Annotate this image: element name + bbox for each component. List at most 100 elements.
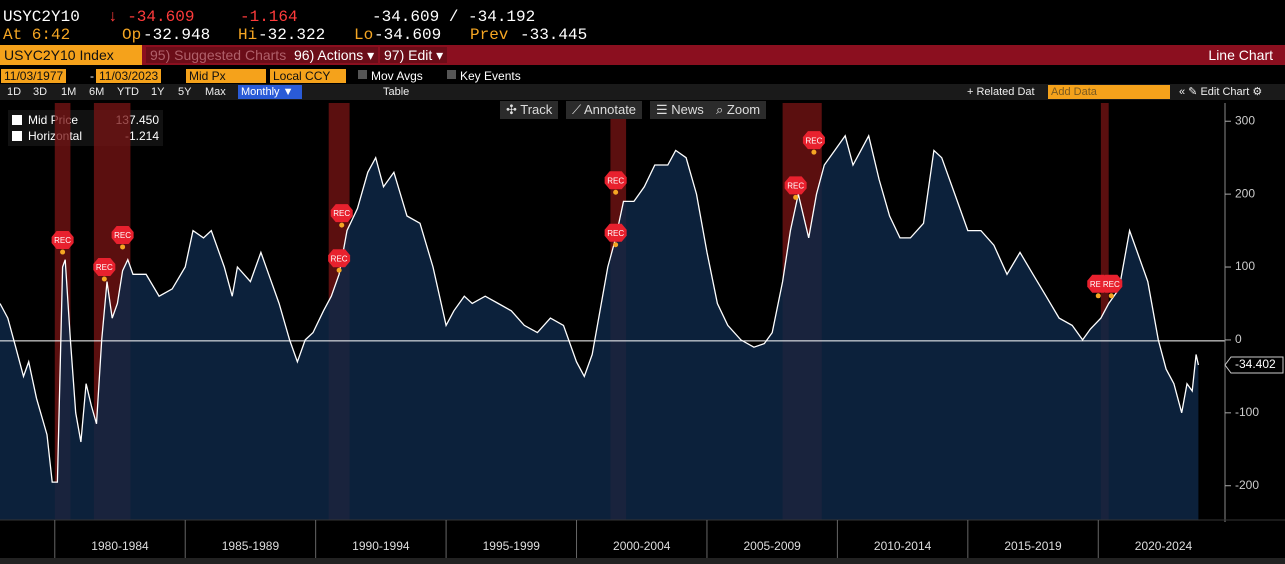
checkbox[interactable] <box>358 70 367 79</box>
event-marker <box>111 225 134 244</box>
event-label: REC <box>607 229 624 238</box>
event-label: REC <box>607 176 624 185</box>
checkbox[interactable] <box>447 70 456 79</box>
prev-value: -33.445 <box>520 26 588 44</box>
event-point <box>613 189 619 195</box>
range-button[interactable]: YTD <box>117 86 139 98</box>
event-point <box>613 242 619 248</box>
period-bar: 1D 3D 1M 6M YTD 1Y 5Y Max Monthly ▼ Table + Relate… <box>0 84 1285 100</box>
event-label: REC <box>805 136 822 145</box>
ticker: USYC2Y10 <box>3 8 80 26</box>
mov-avgs[interactable]: Mov Avgs <box>371 69 423 83</box>
event-marker <box>93 258 116 277</box>
event-point <box>60 249 66 255</box>
frequency-select[interactable]: Monthly ▼ <box>238 85 302 99</box>
range-button[interactable]: 6M <box>89 86 105 98</box>
y-tick-label: 0 <box>1235 332 1242 346</box>
x-period-label: 2005-2009 <box>743 539 801 553</box>
y-tick-label: -200 <box>1235 478 1259 492</box>
start-date[interactable]: 11/03/1977 <box>1 69 67 83</box>
suggested-charts[interactable]: 95) Suggested Charts <box>146 47 291 63</box>
range-button[interactable]: Max <box>205 86 226 98</box>
event-label: REC <box>1103 280 1120 289</box>
open-value: -32.948 <box>143 26 211 44</box>
end-date[interactable]: 11/03/2023 <box>96 69 162 83</box>
event-marker <box>328 249 351 268</box>
event-marker <box>1100 274 1123 293</box>
low-label: Lo <box>354 26 374 44</box>
bottom-strip <box>0 558 1285 564</box>
event-label: REC <box>114 231 131 240</box>
date-dash: - <box>90 69 94 83</box>
edit-menu[interactable]: 97) Edit ▾ <box>380 47 448 63</box>
net-change: -1.164 <box>240 8 298 26</box>
x-period-label: 2010-2014 <box>874 539 932 553</box>
bid-ask: -34.609 / -34.192 <box>372 8 536 26</box>
chart: RECRECRECRECRECRECRECRECRECRECREC3002001… <box>0 103 1285 564</box>
range-button[interactable]: 1D <box>7 86 22 98</box>
event-point <box>101 276 107 282</box>
event-label: REC <box>787 181 804 190</box>
high-value: -32.322 <box>258 26 326 44</box>
y-tick-label: -100 <box>1235 405 1259 419</box>
event-point <box>811 149 817 155</box>
line <box>0 133 1200 483</box>
chart-tool[interactable]: ✣ Track <box>500 101 559 119</box>
event-marker <box>604 171 627 190</box>
add-data[interactable]: Add Data <box>1048 85 1170 99</box>
area <box>0 135 1199 521</box>
event-marker <box>604 223 627 242</box>
open-label: Op <box>122 26 142 44</box>
low-value: -34.609 <box>374 26 442 44</box>
y-tick-label: 300 <box>1235 113 1255 127</box>
x-period-label: 1995-1999 <box>483 539 541 553</box>
event-label: REC <box>1090 280 1107 289</box>
y-tick-label: 200 <box>1235 186 1255 200</box>
event-point <box>793 194 799 200</box>
legend-value: -1.214 <box>124 129 159 143</box>
currency-select[interactable]: Local CCY <box>270 69 346 83</box>
event-point <box>1108 293 1114 299</box>
actions-menu[interactable]: 96) Actions ▾ <box>290 47 379 63</box>
table-button[interactable]: Table <box>383 86 410 98</box>
security-field[interactable]: USYC2Y10 Index <box>0 45 142 65</box>
chart-tool[interactable]: ⌕ Zoom <box>710 101 767 119</box>
high-label: Hi <box>238 26 258 44</box>
event-label: REC <box>54 236 71 245</box>
event-marker <box>330 204 353 223</box>
range-button[interactable]: 5Y <box>178 86 192 98</box>
menu-bar: USYC2Y10 Index 95) Suggested Charts 96) … <box>0 45 1285 65</box>
field-select[interactable]: Mid Px <box>186 69 266 83</box>
event-label: REC <box>331 254 348 263</box>
x-period-label: 1985-1989 <box>222 539 280 553</box>
chart-tool[interactable]: ⟋ Annotate <box>566 101 643 119</box>
x-period-label: 1990-1994 <box>352 539 410 553</box>
x-period-label: 2015-2019 <box>1004 539 1062 553</box>
chart-type: Line Chart <box>1208 47 1273 63</box>
event-label: REC <box>96 263 113 272</box>
y-tick-label: 100 <box>1235 259 1255 273</box>
edit-chart[interactable]: « ✎ Edit Chart ⚙ <box>1179 86 1263 98</box>
event-marker <box>51 231 74 250</box>
event-marker <box>784 176 807 195</box>
event-point <box>339 222 345 228</box>
key-events[interactable]: Key Events <box>460 69 521 83</box>
range-button[interactable]: 1M <box>61 86 77 98</box>
time: At 6:42 <box>3 26 71 44</box>
x-period-label: 2020-2024 <box>1135 539 1193 553</box>
event-label: REC <box>333 209 350 218</box>
last-change: ↓ -34.609 <box>108 8 195 26</box>
event-point <box>336 267 342 273</box>
prev-label: Prev <box>470 26 509 44</box>
related-data[interactable]: + Related Dat <box>967 86 1035 98</box>
x-period-label: 2000-2004 <box>613 539 671 553</box>
range-button[interactable]: 3D <box>33 86 48 98</box>
x-period-label: 1980-1984 <box>91 539 149 553</box>
last-value-label: -34.402 <box>1235 357 1276 371</box>
event-marker <box>802 131 825 150</box>
range-button[interactable]: 1Y <box>151 86 165 98</box>
last-value-tag <box>1224 356 1284 374</box>
event-point <box>120 244 126 250</box>
chart-tool[interactable]: ☰ News <box>650 101 710 119</box>
